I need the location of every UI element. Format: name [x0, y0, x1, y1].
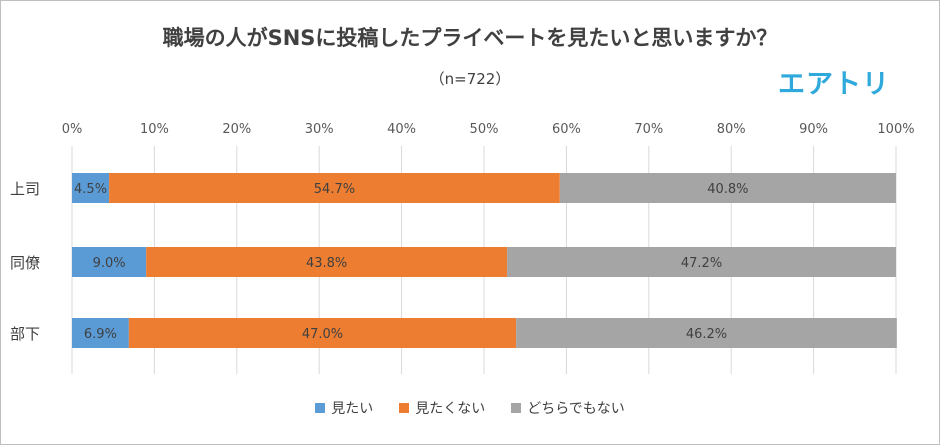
chart-title: 職場の人がSNSに投稿したプライベートを見たいと思いますか？: [162, 26, 778, 50]
data-label: 43.8%: [306, 256, 347, 271]
bar-segment: [146, 247, 508, 277]
data-label: 47.2%: [681, 256, 722, 271]
x-tick-label: 40%: [387, 122, 416, 137]
bar-segment: [72, 173, 110, 203]
x-tick-label: 30%: [305, 122, 334, 137]
data-label: 47.0%: [302, 327, 343, 342]
x-tick-label: 20%: [222, 122, 251, 137]
bar-segment: [507, 247, 896, 277]
legend-label: 見たくない: [415, 401, 486, 417]
bar-segment: [559, 173, 896, 203]
x-tick-label: 0%: [62, 122, 83, 137]
x-tick-label: 100%: [877, 122, 914, 137]
brand-logo: エアトリ: [778, 69, 890, 100]
legend-swatch: [511, 403, 522, 413]
data-label: 46.2%: [686, 327, 727, 342]
x-tick-label: 10%: [140, 122, 169, 137]
category-label: 同僚: [10, 254, 40, 272]
x-tick-label: 50%: [470, 122, 499, 137]
bar-segment: [516, 318, 897, 348]
legend-item: 見たくない: [399, 398, 485, 418]
chart-subtitle: （n=722）: [429, 70, 511, 88]
data-label: 40.8%: [707, 182, 748, 197]
bar-segment: [109, 173, 560, 203]
category-label: 上司: [10, 180, 40, 198]
legend-item: どちらでもない: [511, 398, 625, 418]
x-tick-label: 60%: [552, 122, 581, 137]
legend-item: 見たい: [315, 398, 373, 418]
bar-segment: [72, 247, 147, 277]
legend-swatch: [315, 403, 326, 413]
data-label: 4.5%: [74, 182, 107, 197]
bar-segment: [128, 318, 517, 348]
legend: 見たい 見たくない どちらでもない: [0, 398, 940, 418]
bar-segment: [72, 318, 129, 348]
x-tick-label: 70%: [634, 122, 663, 137]
data-label: 6.9%: [84, 327, 117, 342]
data-label: 9.0%: [93, 256, 126, 271]
legend-label: どちらでもない: [527, 401, 625, 417]
category-label: 部下: [10, 325, 40, 343]
legend-label: 見たい: [331, 401, 374, 417]
x-tick-label: 80%: [717, 122, 746, 137]
data-label: 54.7%: [314, 182, 355, 197]
legend-swatch: [399, 403, 410, 413]
x-tick-label: 90%: [799, 122, 828, 137]
